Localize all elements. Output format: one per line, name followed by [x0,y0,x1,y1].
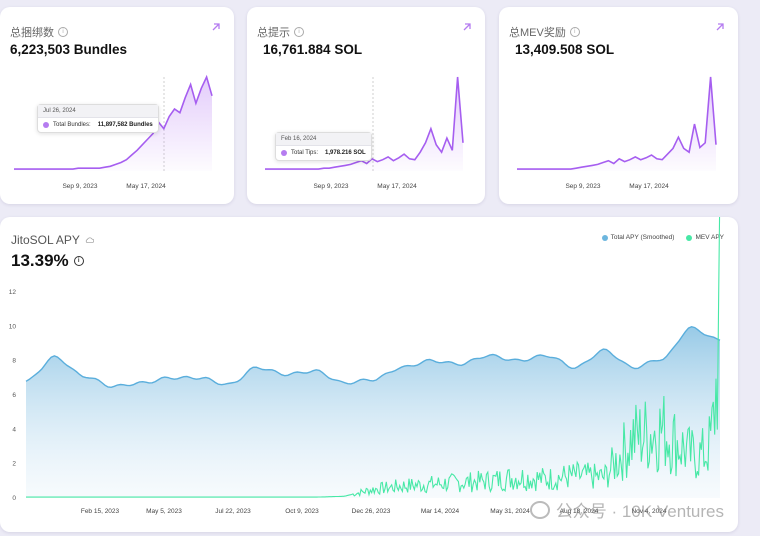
series-line [517,76,717,170]
x-tick-label: Nov 4, 2024 [631,508,666,515]
chart-tooltip: Feb 16, 2024 Total Tips: 1,978.216 SOL [275,132,372,161]
x-tick-label: Sep 9, 2023 [565,183,600,190]
series-area [517,77,716,171]
card-value: 16,761.884 SOL [263,42,363,57]
tooltip-row: Total Tips: 1,978.216 SOL [276,146,371,160]
x-tick-label: Jul 22, 2023 [215,508,251,515]
total-apy-area [26,326,720,498]
apy-value-text: 13.39% [11,251,69,270]
legend-label: MEV APY [695,234,724,241]
info-icon[interactable]: i [569,27,580,37]
chart-tooltip: Jul 26, 2024 Total Bundles: 11,897,582 B… [37,104,159,133]
x-tick-label: May 31, 2024 [490,508,530,515]
card-title: 总MEV奖励 i [509,24,580,40]
series-line [14,74,213,170]
tooltip-value: 1,978.216 SOL [325,150,366,156]
series-area [265,77,463,171]
info-icon[interactable]: i [294,27,304,37]
card-title: 总捆绑数 i [10,24,68,40]
x-tick-label: May 17, 2024 [126,183,166,190]
y-tick-label: 10 [9,323,17,330]
x-tick-label: Sep 9, 2023 [313,183,348,190]
watermark: 公众号 · 10K Ventures [529,497,724,522]
tooltip-label: Total Tips: [291,150,319,156]
x-tick-label: Oct 9, 2023 [285,508,319,515]
y-tick-label: 8 [12,358,16,365]
card-title-text: 总MEV奖励 [509,27,566,39]
external-link-icon[interactable] [210,21,222,33]
apy-value: 13.39% i [11,251,84,271]
cloud-icon[interactable] [85,237,94,243]
y-tick-label: 12 [9,289,17,296]
apy-chart: 12 10 8 6 4 2 0 Feb 15, 2023 May 5, 2023 Jul 22, … [9,217,721,515]
chart-title: JitoSOL APY [11,233,94,247]
jitosol-apy-card: JitoSOL APY 13.39% i Total APY (Smoothed… [0,217,738,532]
card-title-text: 总捆绑数 [10,27,54,39]
card-value: 13,409.508 SOL [515,42,615,57]
series-area [14,77,212,171]
card-title-text: 总提示 [257,27,290,39]
series-dot-icon [43,122,49,128]
mev-apy-line [26,217,721,498]
x-tick-label: Sep 9, 2023 [62,183,97,190]
x-tick-label: Aug 18, 2024 [560,508,599,515]
series-dot-icon [281,150,287,156]
x-tick-label: May 17, 2024 [629,183,669,190]
y-tick-label: 4 [12,426,16,433]
series-line [265,76,464,170]
y-tick-label: 6 [12,392,16,399]
tooltip-date: Jul 26, 2024 [38,105,158,118]
card-title: 总提示 i [257,24,304,40]
x-tick-label: Mar 14, 2024 [421,508,460,515]
total-apy-line [25,325,721,389]
x-tick-label: Feb 15, 2023 [81,508,120,515]
card-value: 6,223,503 Bundles [10,42,128,57]
total-mev-rewards-card: 总MEV奖励 i 13,409.508 SOL Sep 9, 2023 May 1… [499,7,738,204]
chart-legend: Total APY (Smoothed) MEV APY [601,234,724,241]
info-icon[interactable]: i [58,27,68,37]
mev-mini-chart: Sep 9, 2023 May 17, 2024 [517,76,717,190]
tooltip-row: Total Bundles: 11,897,582 Bundles [38,118,158,132]
legend-dot-icon [601,234,608,241]
external-link-icon[interactable] [461,21,473,33]
legend-item-total-apy[interactable]: Total APY (Smoothed) [601,234,675,241]
y-tick-label: 0 [12,495,16,502]
info-icon[interactable]: i [73,256,84,266]
legend-label: Total APY (Smoothed) [610,234,675,241]
x-tick-label: Dec 26, 2023 [352,508,391,515]
chart-title-text: JitoSOL APY [11,233,80,247]
x-tick-label: May 17, 2024 [377,183,417,190]
tooltip-label: Total Bundles: [53,122,91,128]
tips-mini-chart: Sep 9, 2023 May 17, 2024 [265,76,464,190]
tooltip-value: 11,897,582 Bundles [97,122,153,128]
total-tips-card: 总提示 i 16,761.884 SOL Sep 9, 2023 May 17, … [247,7,485,204]
tooltip-date: Feb 16, 2024 [276,133,371,146]
wechat-icon [529,500,550,519]
y-tick-label: 2 [12,461,16,468]
bundles-mini-chart: Sep 9, 2023 May 17, 2024 [14,74,213,190]
external-link-icon[interactable] [714,21,726,33]
x-tick-label: May 5, 2023 [146,508,182,515]
total-bundles-card: 总捆绑数 i 6,223,503 Bundles Sep 9, 2023 May … [0,7,234,204]
watermark-text: 公众号 · 10K Ventures [555,502,724,521]
legend-dot-icon [686,234,693,241]
legend-item-mev-apy[interactable]: MEV APY [686,234,724,241]
